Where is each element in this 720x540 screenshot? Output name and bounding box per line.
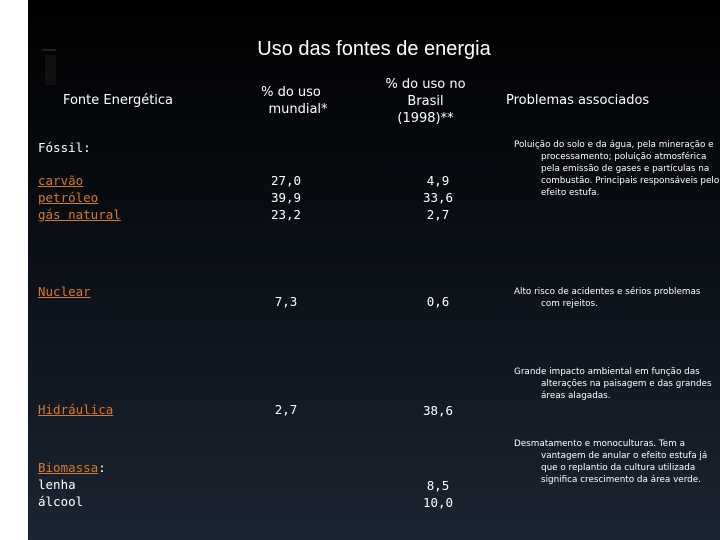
value-carvao-brasil: 4,9 xyxy=(426,173,450,188)
header-brasil-line-1: % do uso no xyxy=(385,77,466,92)
header-fonte: Fonte Energética xyxy=(62,93,174,108)
header-mundial: % do uso mundial* xyxy=(236,84,346,118)
value-gas-mundial: 23,2 xyxy=(270,207,302,222)
fossil-brasil: 4,9 33,6 2,7 xyxy=(408,172,468,223)
slide-title: Uso das fontes de energia xyxy=(257,38,491,60)
accent-line xyxy=(42,49,56,51)
header-problemas: Problemas associados xyxy=(506,93,650,108)
hidraulica-label: Hidráulica xyxy=(38,401,113,418)
item-lenha: lenha xyxy=(38,477,76,492)
biomassa-brasil: 8,5 10,0 xyxy=(408,477,468,511)
fossil-items: carvão petróleo gás natural xyxy=(38,172,121,223)
link-biomassa[interactable]: Biomassa xyxy=(38,460,99,475)
fossil-label: Fóssil: xyxy=(38,140,91,155)
header-brasil: % do uso no Brasil (1998)** xyxy=(363,76,488,127)
fossil-problemas: Poluição do solo e da água, pela mineraç… xyxy=(514,140,720,198)
value-lenha-brasil: 8,5 xyxy=(426,478,450,493)
nuclear-problemas: Alto risco de acidentes e sérios problem… xyxy=(514,287,701,309)
header-brasil-line-2: Brasil xyxy=(407,94,444,109)
accent-bar xyxy=(45,55,56,85)
biomassa-items: Biomassa: lenha álcool xyxy=(38,459,106,510)
link-gas-natural[interactable]: gás natural xyxy=(38,207,121,222)
value-nuclear-mundial: 7,3 xyxy=(274,294,298,309)
value-hidraulica-brasil: 38,6 xyxy=(422,403,454,418)
link-carvao[interactable]: carvão xyxy=(38,173,84,188)
value-alcool-brasil: 10,0 xyxy=(422,495,454,510)
biomassa-problemas: Desmatamento e monoculturas. Tem a vanta… xyxy=(514,439,708,485)
nuclear-label: Nuclear xyxy=(38,283,91,300)
value-petroleo-brasil: 33,6 xyxy=(422,190,454,205)
value-petroleo-mundial: 39,9 xyxy=(270,190,302,205)
biomassa-colon: : xyxy=(98,460,106,475)
header-mundial-line-2: mundial* xyxy=(268,102,328,117)
header-mundial-line-1: % do uso xyxy=(261,85,321,100)
link-petroleo[interactable]: petróleo xyxy=(38,190,99,205)
link-nuclear[interactable]: Nuclear xyxy=(38,284,91,299)
header-brasil-line-3: (1998)** xyxy=(397,111,454,126)
value-gas-brasil: 2,7 xyxy=(426,207,450,222)
value-hidraulica-mundial: 2,7 xyxy=(274,402,298,417)
hidraulica-problemas: Grande impacto ambiental em função das a… xyxy=(514,367,712,401)
slide: Uso das fontes de energia Fonte Energéti… xyxy=(28,0,720,540)
item-alcool: álcool xyxy=(38,494,84,509)
value-nuclear-brasil: 0,6 xyxy=(426,294,450,309)
value-carvao-mundial: 27,0 xyxy=(270,173,302,188)
fossil-mundial: 27,0 39,9 23,2 xyxy=(256,172,316,223)
link-hidraulica[interactable]: Hidráulica xyxy=(38,402,114,417)
